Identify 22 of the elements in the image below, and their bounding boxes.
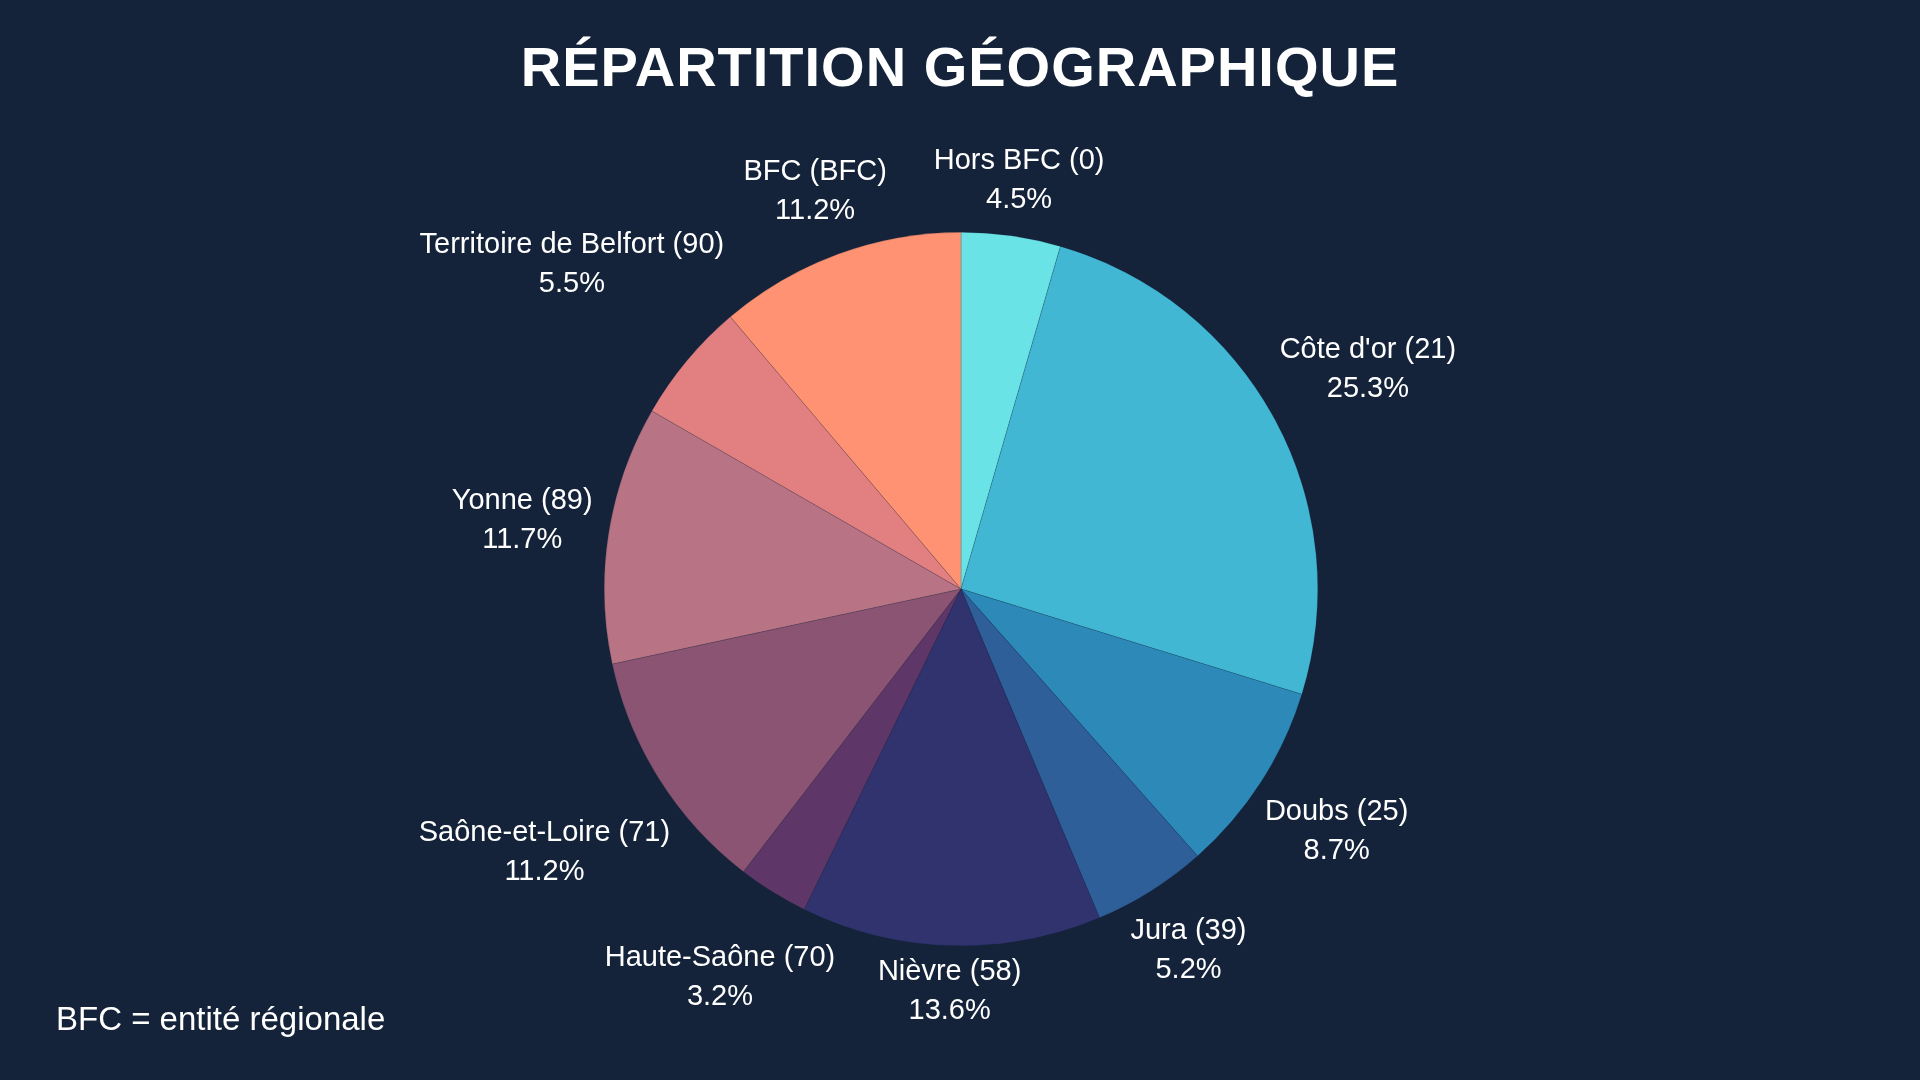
slice-label: Territoire de Belfort (90) bbox=[419, 226, 725, 259]
data-label: 11.2% bbox=[504, 853, 585, 886]
data-label: 4.5% bbox=[986, 181, 1053, 214]
slice-label: BFC (BFC) bbox=[743, 153, 887, 186]
data-label: 11.7% bbox=[482, 521, 563, 554]
slice-label: Hors BFC (0) bbox=[933, 142, 1105, 175]
data-label: 8.7% bbox=[1303, 832, 1370, 865]
slice-label: Doubs (25) bbox=[1264, 793, 1409, 826]
slice-label: Côte d'or (21) bbox=[1279, 332, 1457, 365]
slice-label: Saône-et-Loire (71) bbox=[418, 814, 671, 847]
data-label: 13.6% bbox=[908, 993, 991, 1026]
data-label: 5.2% bbox=[1155, 951, 1222, 984]
data-label: 25.3% bbox=[1326, 371, 1409, 404]
text: BFC = entité régionale bbox=[56, 999, 386, 1039]
slice-label: Jura (39) bbox=[1130, 912, 1247, 945]
data-label: 5.5% bbox=[538, 265, 605, 298]
slice-label: Nièvre (58) bbox=[877, 954, 1022, 987]
data-label: 3.2% bbox=[686, 978, 754, 1011]
slice-label: Haute-Saône (70) bbox=[604, 939, 836, 972]
data-label: 11.2% bbox=[775, 192, 856, 225]
slice-label: Yonne (89) bbox=[451, 482, 593, 515]
chart-title: RÉPARTITION GÉOGRAPHIQUE bbox=[519, 34, 1401, 100]
